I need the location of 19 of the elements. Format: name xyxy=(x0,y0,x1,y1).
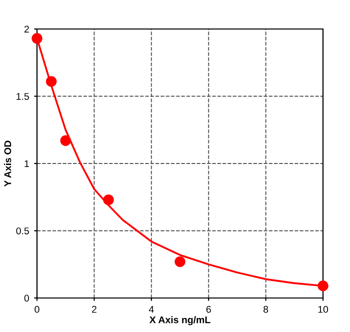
y-tick-label: 1.5 xyxy=(16,93,29,100)
point xyxy=(318,280,328,292)
x-tick-label: 2 xyxy=(92,306,96,313)
point xyxy=(32,33,42,44)
y-tick-label: 2 xyxy=(24,26,29,33)
x-tick-label: 8 xyxy=(264,306,268,313)
x-tick-label: 4 xyxy=(148,306,154,313)
x-tick-label: 0 xyxy=(34,306,40,313)
point xyxy=(60,135,71,146)
y-axis-title: Y Axis OD xyxy=(4,140,12,187)
point xyxy=(174,256,186,268)
point xyxy=(46,76,57,87)
x-axis-title: X Axis ng/mL xyxy=(149,316,210,326)
y-tick-label: 0.5 xyxy=(16,227,29,234)
x-tick-label: 6 xyxy=(206,306,211,313)
y-tick-label: 0 xyxy=(24,294,29,302)
x-tick-label: 10 xyxy=(318,306,328,313)
point xyxy=(103,194,114,206)
y-tick-label: 1 xyxy=(24,160,29,168)
